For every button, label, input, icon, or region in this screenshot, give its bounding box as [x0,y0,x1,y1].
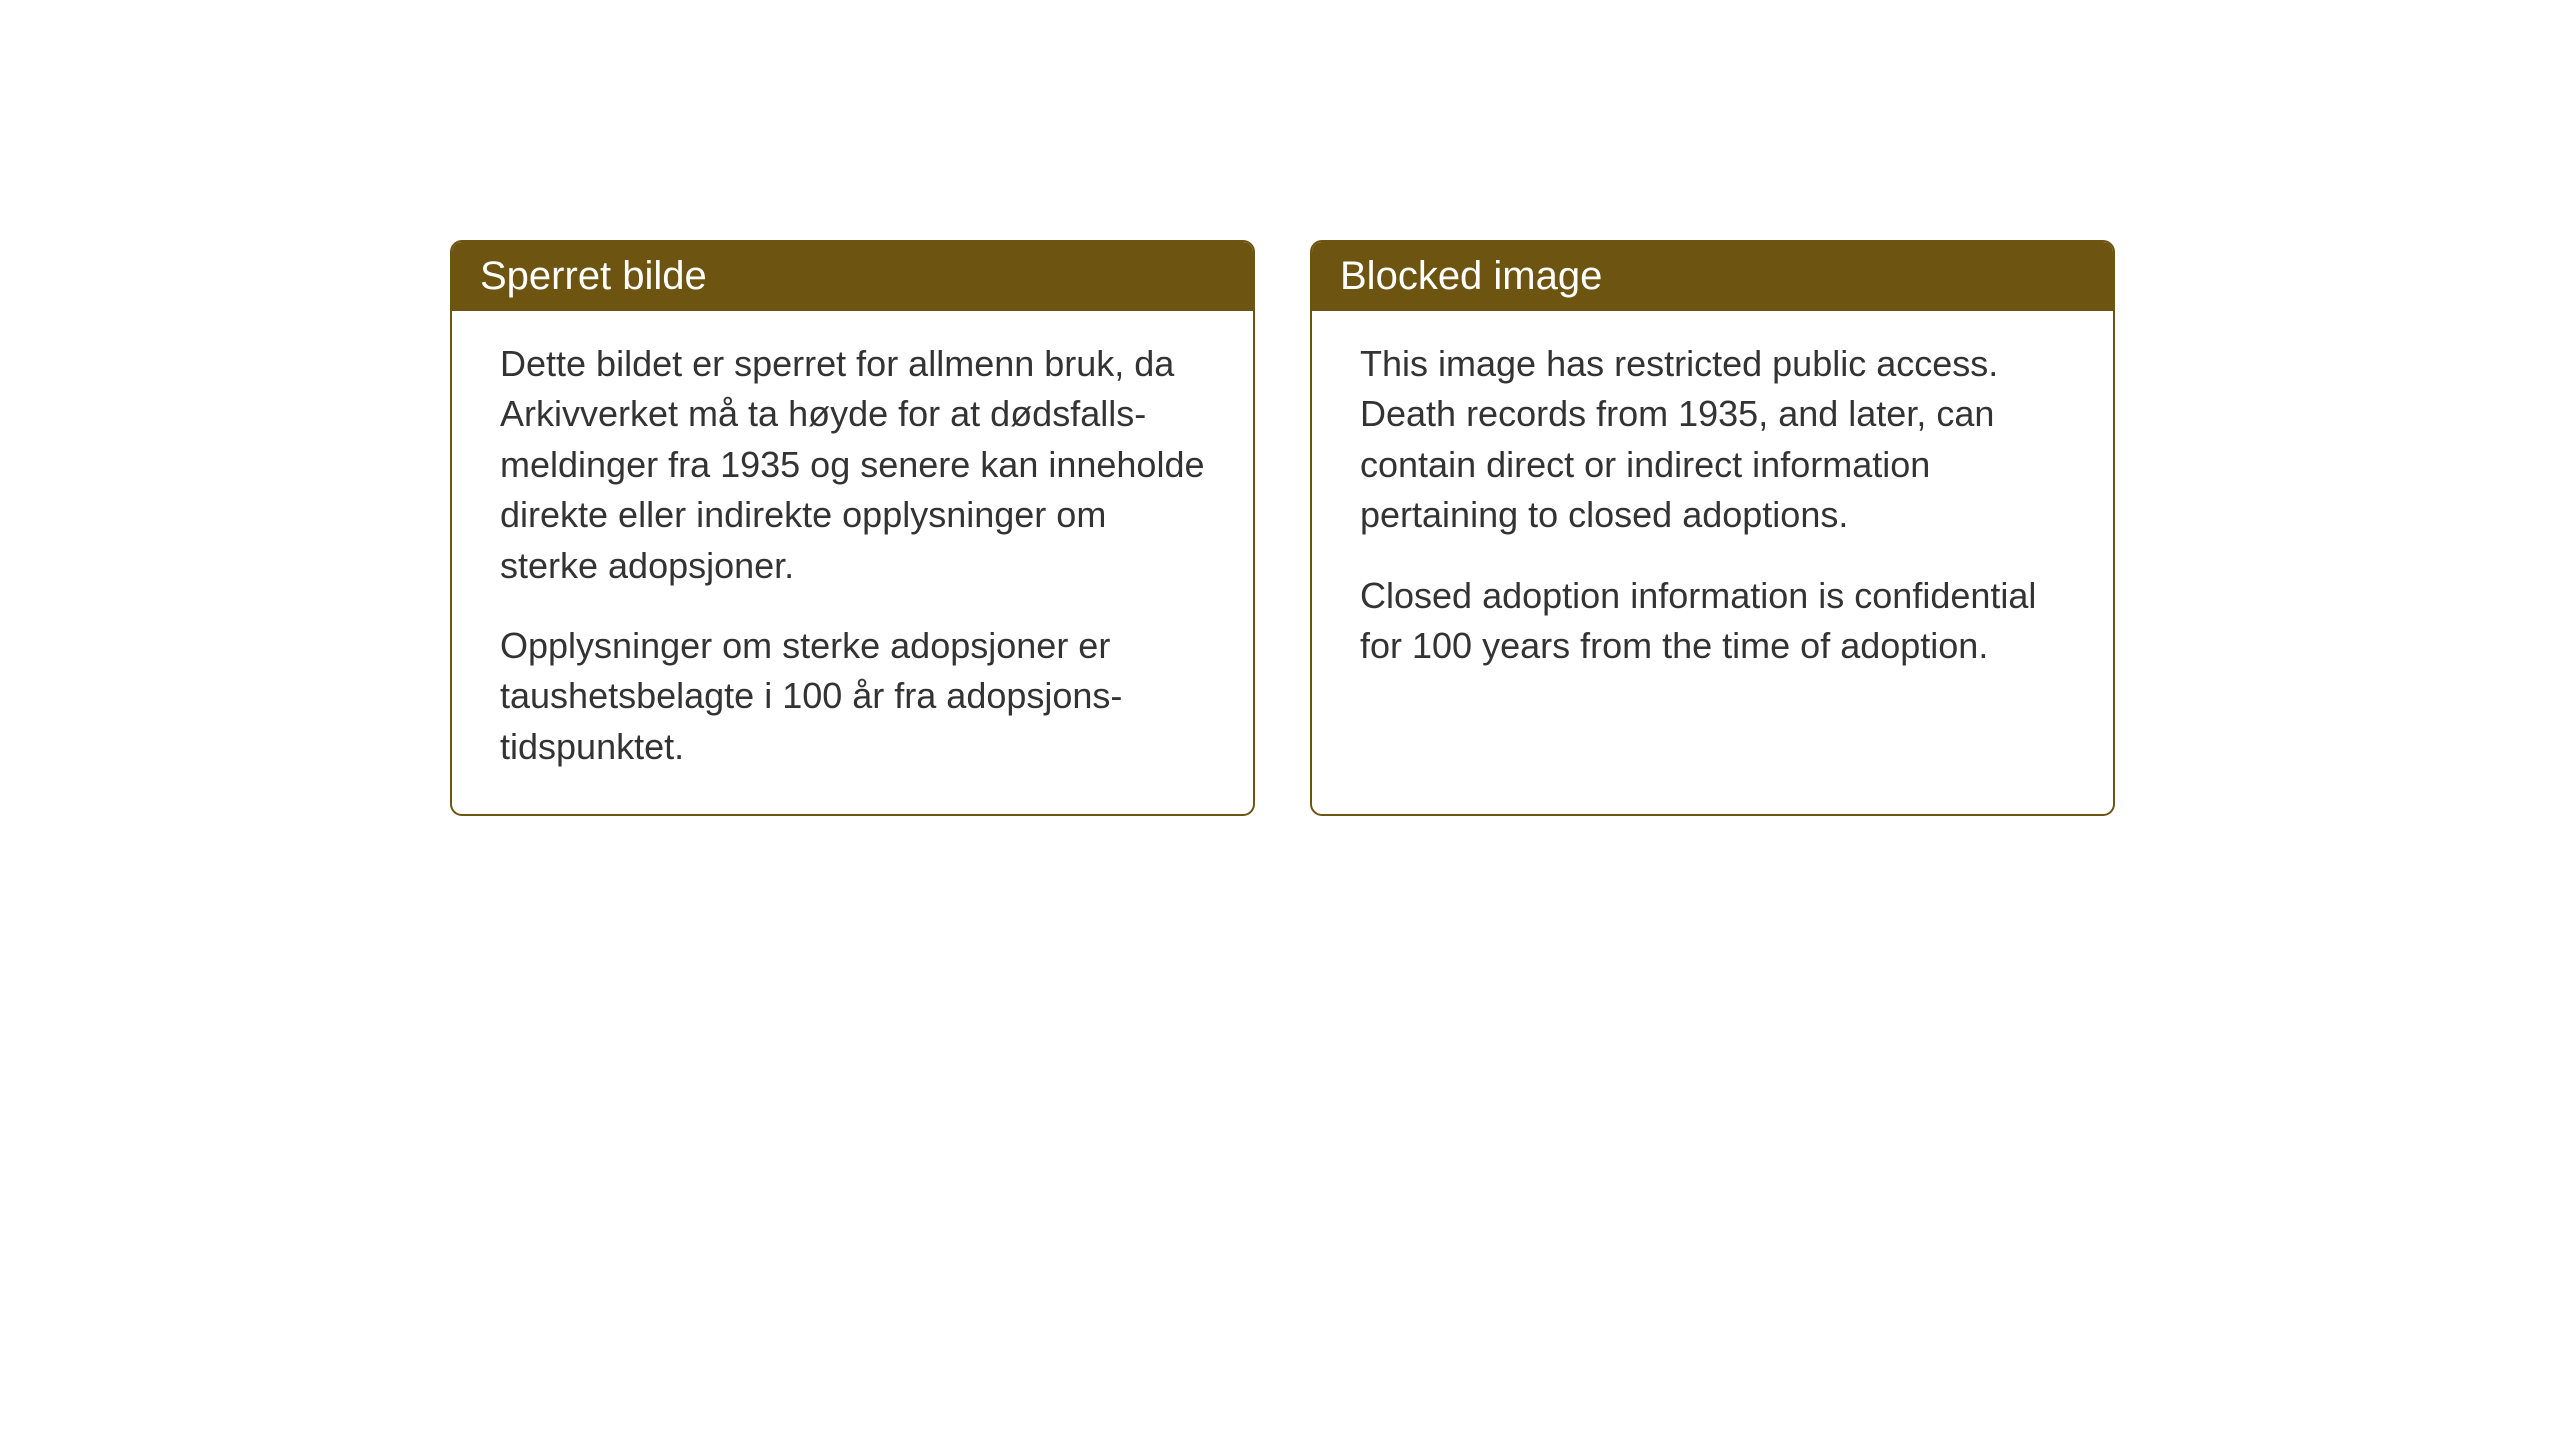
card-paragraph: Dette bildet er sperret for allmenn bruk… [500,339,1205,591]
card-norwegian: Sperret bilde Dette bildet er sperret fo… [450,240,1255,816]
card-paragraph: Opplysninger om sterke adopsjoner er tau… [500,621,1205,772]
card-body-english: This image has restricted public access.… [1312,311,2113,713]
card-title: Blocked image [1340,254,1602,298]
card-header-english: Blocked image [1312,242,2113,311]
card-paragraph: This image has restricted public access.… [1360,339,2065,541]
card-body-norwegian: Dette bildet er sperret for allmenn bruk… [452,311,1253,814]
cards-container: Sperret bilde Dette bildet er sperret fo… [450,240,2115,816]
card-header-norwegian: Sperret bilde [452,242,1253,311]
card-english: Blocked image This image has restricted … [1310,240,2115,816]
card-title: Sperret bilde [480,254,707,298]
card-paragraph: Closed adoption information is confident… [1360,571,2065,672]
